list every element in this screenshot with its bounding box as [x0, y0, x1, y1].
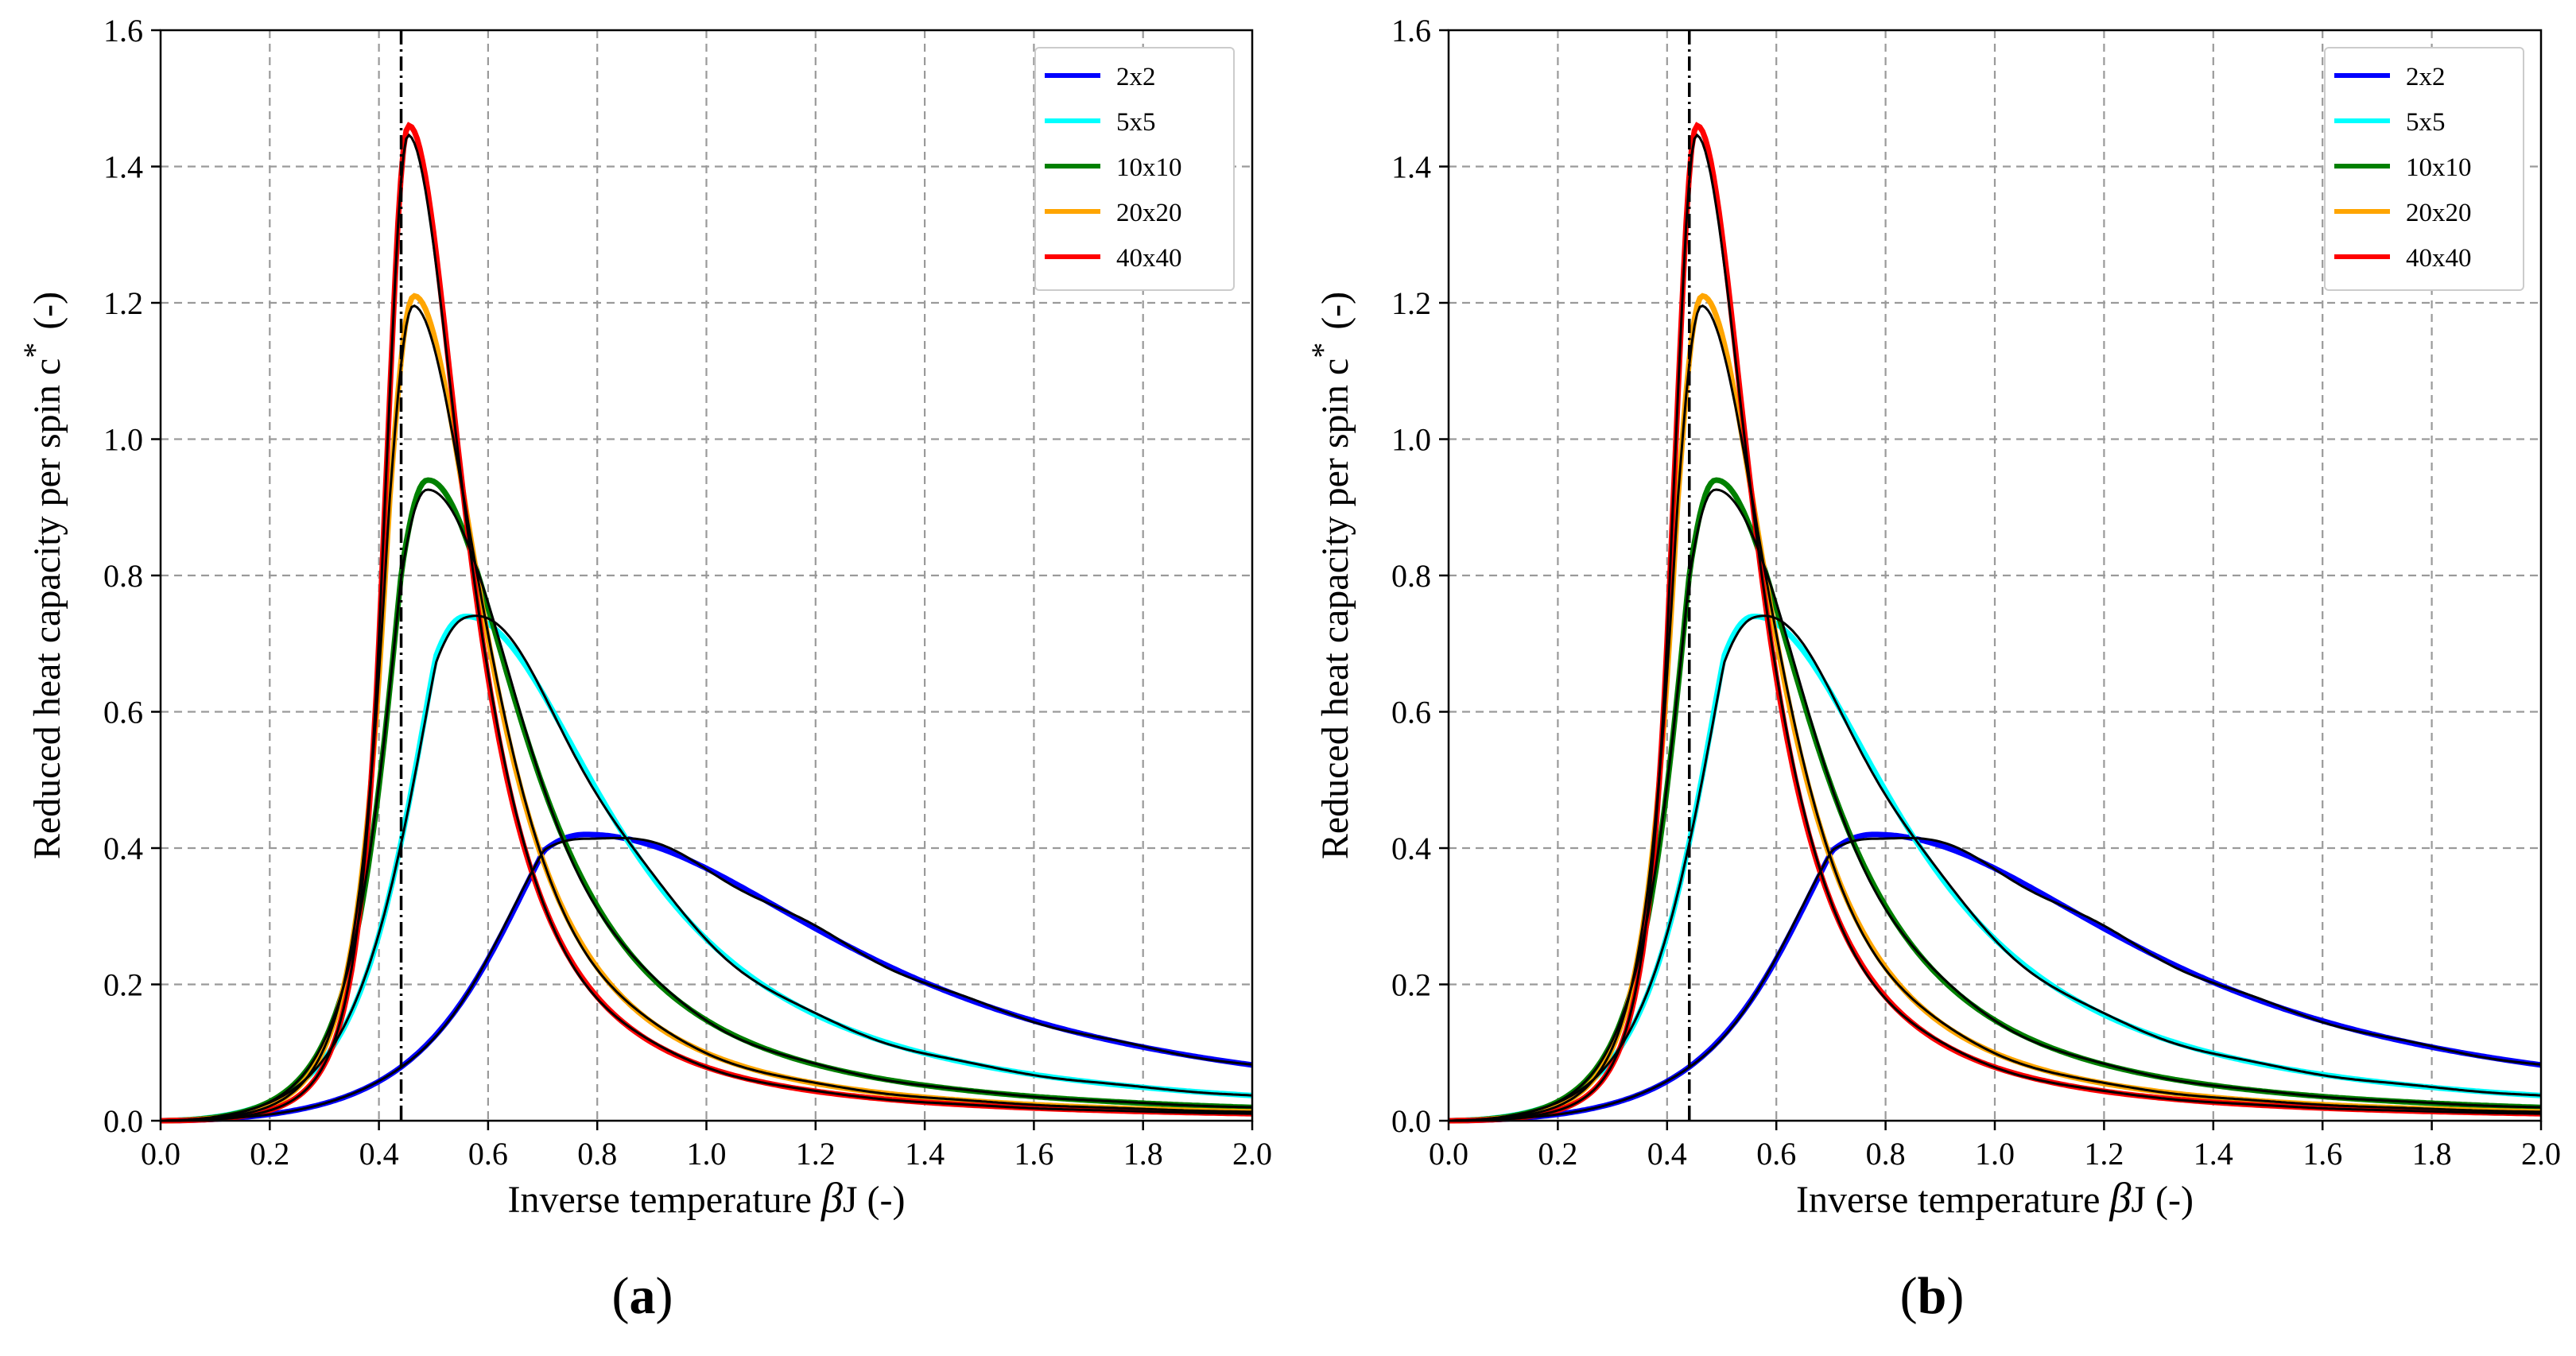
x-axis-label: Inverse temperature βJ (-): [1796, 1174, 2194, 1222]
panel-caption-open: (: [612, 1267, 630, 1325]
y-tick-label: 0.2: [1391, 967, 1431, 1003]
x-tick-label: 1.6: [2302, 1136, 2342, 1172]
legend-label-2x2: 2x2: [2406, 63, 2446, 91]
overlay-line-20x20: [1449, 304, 2542, 1122]
panel-caption: (a): [612, 1267, 673, 1325]
x-tick-label: 1.8: [2412, 1136, 2452, 1172]
legend-box: [1034, 47, 1235, 291]
x-tick-label: 1.4: [905, 1136, 945, 1172]
y-axis-label-sup: *: [17, 343, 52, 358]
x-tick-label: 0.2: [250, 1136, 289, 1172]
y-tick-label: 0.6: [103, 695, 143, 730]
overlay-line-40x40: [161, 133, 1252, 1122]
y-tick-label: 0.8: [103, 558, 143, 594]
overlay-line-2x2: [161, 836, 1253, 1122]
y-tick-label: 1.0: [103, 422, 143, 458]
y-axis-label-tail: (-): [1314, 292, 1356, 330]
x-tick-label: 0.0: [141, 1136, 180, 1172]
legend-label-40x40: 40x40: [2406, 244, 2472, 273]
legend-label-10x10: 10x10: [2406, 153, 2472, 182]
y-tick-label: 0.4: [1391, 831, 1431, 866]
x-axis-label-tail: J (-): [2131, 1179, 2194, 1221]
y-axis-label-sup: *: [1305, 343, 1340, 358]
grid-lines: [161, 30, 1252, 1121]
x-tick-label: 1.0: [687, 1136, 727, 1172]
y-tick-label: 1.6: [103, 13, 143, 48]
y-axis-label: Reduced heat capacity per spin c* (-): [1305, 292, 1356, 859]
panel-caption-letter: b: [1918, 1267, 1947, 1325]
legend: 2x2 5x5 10x10 20x20 40x40: [2324, 47, 2524, 291]
y-tick-label: 1.4: [103, 149, 143, 185]
x-tick-label: 0.6: [468, 1136, 508, 1172]
overlay-line-40x40: [1449, 133, 2541, 1122]
legend-label-5x5: 5x5: [1116, 108, 1156, 137]
x-tick-label: 1.6: [1014, 1136, 1053, 1172]
x-tick-label: 2.0: [2521, 1136, 2561, 1172]
panel-caption-letter: a: [630, 1267, 656, 1325]
x-axis-label-main: Inverse temperature: [1796, 1179, 2109, 1221]
legend-label-20x20: 20x20: [2406, 199, 2472, 227]
legend-label-2x2: 2x2: [1116, 63, 1156, 91]
chart-panel-b: 0.0 0.2 0.4 0.6 0.8 1.0 1.2 1.4 1.6 1.8 2.0 0.0 0.2 0…: [1305, 13, 2561, 1325]
series-group: [161, 122, 1253, 1124]
legend-label-5x5: 5x5: [2406, 108, 2446, 137]
overlay-line-2x2: [1449, 836, 2542, 1122]
x-axis-label: Inverse temperature βJ (-): [508, 1174, 906, 1222]
y-tick-label: 0.6: [1391, 695, 1431, 730]
panel-caption-open: (: [1900, 1267, 1918, 1325]
x-tick-label: 0.8: [577, 1136, 617, 1172]
x-axis-label-beta: β: [821, 1174, 843, 1222]
y-tick-label: 0.8: [1391, 558, 1431, 594]
x-axis-label-main: Inverse temperature: [508, 1179, 821, 1221]
y-tick-label: 1.6: [1391, 13, 1431, 48]
x-tick-label: 0.0: [1429, 1136, 1468, 1172]
y-tick-label: 0.4: [103, 831, 143, 866]
x-tick-label: 2.0: [1232, 1136, 1272, 1172]
y-tick-label: 1.2: [103, 285, 143, 321]
x-axis-label-beta: β: [2109, 1174, 2131, 1222]
legend-label-40x40: 40x40: [1116, 244, 1182, 273]
legend: 2x2 5x5 10x10 20x20 40x40: [1034, 47, 1235, 291]
y-tick-label: 0.0: [1391, 1103, 1431, 1139]
x-tick-label: 0.6: [1756, 1136, 1796, 1172]
legend-label-20x20: 20x20: [1116, 199, 1182, 227]
y-axis-label: Reduced heat capacity per spin c* (-): [17, 292, 68, 859]
panel-caption: (b): [1900, 1267, 1965, 1325]
series-group: [1449, 122, 2542, 1124]
x-tick-label: 1.2: [796, 1136, 836, 1172]
y-tick-label: 1.4: [1391, 149, 1431, 185]
legend-box: [2324, 47, 2524, 291]
y-tick-label: 1.2: [1391, 285, 1431, 321]
x-tick-label: 1.2: [2084, 1136, 2124, 1172]
x-tick-label: 0.4: [1647, 1136, 1687, 1172]
chart-panel-a: 0.0 0.2 0.4 0.6 0.8 1.0 1.2 1.4 1.6 1.8 2.0 0.0 0.2 0…: [17, 13, 1272, 1325]
x-tick-label: 1.4: [2194, 1136, 2233, 1172]
overlay-line-5x5: [161, 614, 1253, 1122]
panel-caption-close: ): [656, 1267, 673, 1325]
y-axis-label-main: Reduced heat capacity per spin c: [1314, 358, 1356, 859]
x-tick-label: 0.4: [359, 1136, 399, 1172]
y-axis-label-main: Reduced heat capacity per spin c: [26, 358, 68, 859]
overlay-line-5x5: [1449, 614, 2542, 1122]
x-axis-label-tail: J (-): [843, 1179, 906, 1221]
x-tick-label: 1.0: [1975, 1136, 2015, 1172]
legend-label-10x10: 10x10: [1116, 153, 1182, 182]
x-tick-label: 0.8: [1866, 1136, 1906, 1172]
overlay-line-20x20: [161, 304, 1253, 1122]
y-tick-label: 1.0: [1391, 422, 1431, 458]
y-axis-label-tail: (-): [26, 292, 68, 330]
x-tick-label: 1.8: [1123, 1136, 1163, 1172]
y-tick-label: 0.2: [103, 967, 143, 1003]
panel-caption-close: ): [1946, 1267, 1964, 1325]
y-tick-label: 0.0: [103, 1103, 143, 1139]
x-tick-label: 0.2: [1538, 1136, 1577, 1172]
